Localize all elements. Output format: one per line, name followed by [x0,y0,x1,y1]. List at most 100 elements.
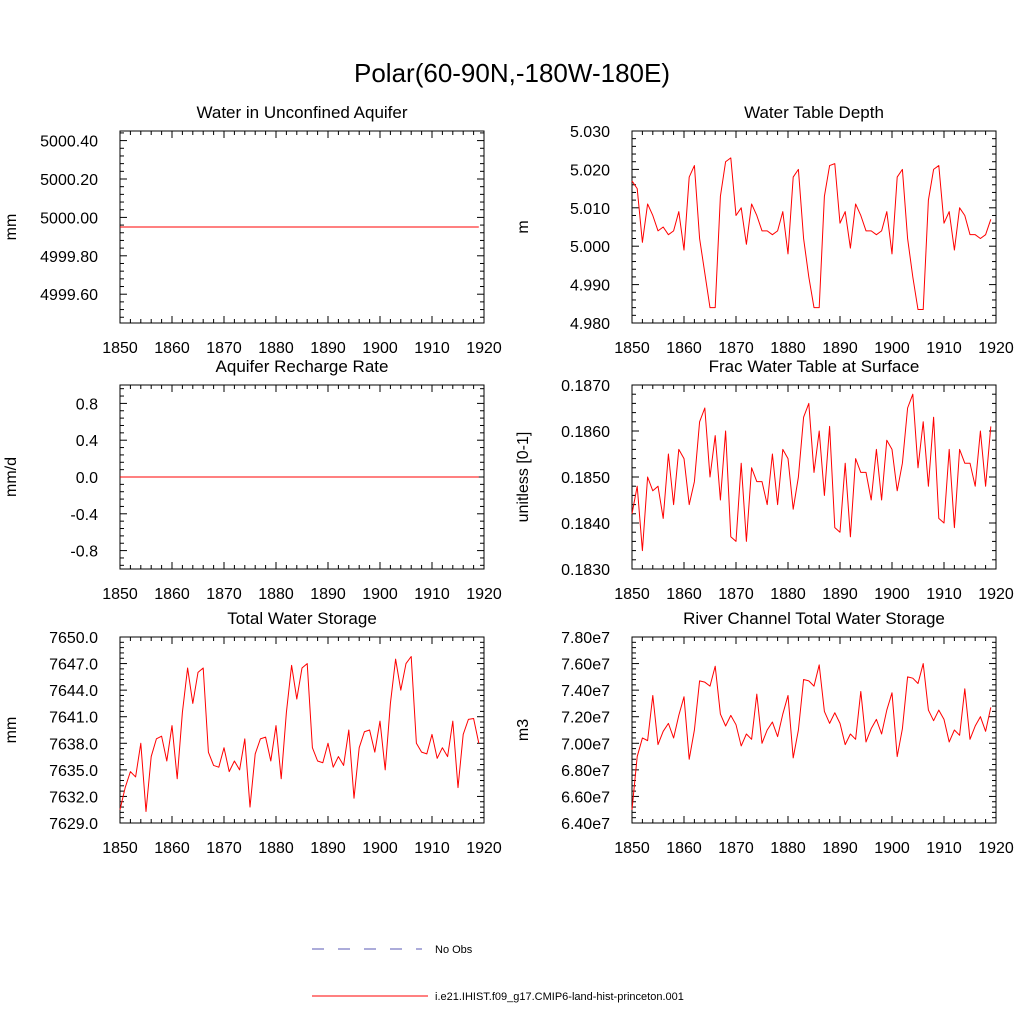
y-tick-label: 5000.00 [40,210,98,227]
y-tick-label: 4.990 [570,278,610,295]
x-tick-label: 1910 [926,840,962,857]
x-tick-label: 1890 [310,340,346,357]
x-tick-label: 1920 [466,840,502,857]
x-tick-label: 1870 [718,586,754,603]
series-line [119,655,480,812]
x-tick-label: 1900 [362,340,398,357]
y-axis-label: m3 [515,719,532,741]
y-axis-label: unitless [0-1] [515,432,532,523]
x-tick-label: 1850 [614,840,650,857]
panel-6: River Channel Total Water Storage 1850 186… [515,609,1014,857]
legend: No Obs i.e21.IHIST.f09_g17.CMIP6-land-hi… [312,944,684,1003]
y-tick-label: 7.60e7 [561,657,610,674]
x-tick-label: 1920 [978,340,1014,357]
x-tick-label: 1900 [362,840,398,857]
y-axis-label: m [515,220,532,233]
y-axis-label: mm [3,214,20,241]
panel-5: Total Water Storage 1850 1860 1870 1880 1890 1… [3,609,502,857]
x-tick-label: 1910 [414,840,450,857]
panel-title: River Channel Total Water Storage [683,609,945,628]
x-tick-label: 1880 [770,586,806,603]
x-tick-label: 1890 [310,586,346,603]
x-tick-label: 1860 [666,840,702,857]
x-tick-label: 1880 [258,586,294,603]
x-tick-label: 1920 [978,840,1014,857]
y-tick-label: 0.8 [76,396,98,413]
y-tick-label: 0.1850 [561,470,610,487]
y-tick-label: 0.4 [76,433,98,450]
x-tick-label: 1890 [310,840,346,857]
y-tick-label: 0.1840 [561,516,610,533]
panel-2: Water Table Depth 1850 1860 1870 1880 1890 190… [515,103,1014,357]
x-tick-label: 1860 [154,340,190,357]
x-tick-label: 1880 [770,840,806,857]
x-tick-label: 1870 [206,340,242,357]
x-tick-label: 1870 [206,840,242,857]
x-tick-label: 1850 [614,340,650,357]
x-tick-label: 1860 [666,340,702,357]
x-tick-label: 1920 [466,340,502,357]
y-tick-label: 7638.0 [49,736,98,753]
y-tick-label: -0.4 [70,507,98,524]
x-tick-label: 1850 [102,586,138,603]
y-tick-label: 4999.80 [40,249,98,266]
y-tick-label: 7.00e7 [561,736,610,753]
panel-title: Water in Unconfined Aquifer [196,103,407,122]
legend-no-obs-label: No Obs [435,944,473,956]
y-tick-label: 7647.0 [49,657,98,674]
x-tick-label: 1870 [718,840,754,857]
x-tick-label: 1850 [614,586,650,603]
panel-4: Frac Water Table at Surface 1850 1860 1870 1… [515,357,1014,603]
panels: Water in Unconfined Aquifer 1850 1860 1870 1… [3,103,1014,857]
y-tick-label: 7629.0 [49,816,98,833]
x-tick-label: 1860 [154,586,190,603]
y-tick-label: 5000.40 [40,134,98,151]
y-tick-label: 6.40e7 [561,816,610,833]
x-tick-label: 1870 [206,586,242,603]
x-tick-label: 1920 [466,586,502,603]
x-tick-label: 1880 [770,340,806,357]
plot-frame [631,130,997,324]
y-tick-label: 7.40e7 [561,683,610,700]
plot-frame [631,384,997,570]
y-tick-label: 4.980 [570,316,610,333]
x-tick-label: 1910 [414,340,450,357]
y-tick-label: 0.1860 [561,424,610,441]
y-tick-label: 5000.20 [40,172,98,189]
y-axis-label: mm [3,717,20,744]
x-tick-label: 1910 [926,340,962,357]
panel-title: Frac Water Table at Surface [709,357,920,376]
x-tick-label: 1880 [258,340,294,357]
x-tick-label: 1910 [926,586,962,603]
x-tick-label: 1860 [154,840,190,857]
x-tick-label: 1890 [822,340,858,357]
y-tick-label: 0.1870 [561,378,610,395]
panel-title: Water Table Depth [744,103,884,122]
plot-frame [119,636,485,824]
figure-title: Polar(60-90N,-180W-180E) [354,58,670,88]
x-tick-label: 1910 [414,586,450,603]
x-tick-label: 1900 [874,586,910,603]
y-tick-label: 5.010 [570,201,610,218]
y-tick-label: 5.030 [570,124,610,141]
x-tick-label: 1900 [874,340,910,357]
y-tick-label: 7641.0 [49,710,98,727]
series-line [631,157,992,311]
x-tick-label: 1880 [258,840,294,857]
y-tick-label: 7.80e7 [561,630,610,647]
y-tick-label: 7635.0 [49,763,98,780]
y-tick-label: 7650.0 [49,630,98,647]
y-tick-label: 6.80e7 [561,763,610,780]
panel-1: Water in Unconfined Aquifer 1850 1860 1870 1… [3,103,502,357]
y-tick-label: 7632.0 [49,789,98,806]
x-tick-label: 1920 [978,586,1014,603]
x-tick-label: 1890 [822,840,858,857]
y-tick-label: -0.8 [70,544,98,561]
y-tick-label: 7.20e7 [561,710,610,727]
x-tick-label: 1860 [666,586,702,603]
series-line [631,393,992,552]
y-tick-label: 5.020 [570,162,610,179]
panel-title: Total Water Storage [227,609,377,628]
x-tick-label: 1890 [822,586,858,603]
